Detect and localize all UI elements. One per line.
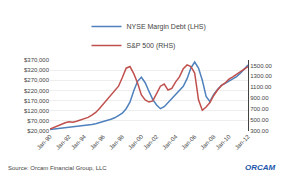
svg-text:$20,000: $20,000 xyxy=(27,128,49,134)
svg-text:$70,000: $70,000 xyxy=(27,118,49,124)
svg-text:500.00: 500.00 xyxy=(250,117,269,123)
svg-text:1100.00: 1100.00 xyxy=(250,84,272,90)
svg-text:Jan-92: Jan-92 xyxy=(55,133,73,151)
svg-text:Jan-96: Jan-96 xyxy=(89,133,107,151)
svg-text:1500.00: 1500.00 xyxy=(250,63,272,69)
svg-text:Jan-00: Jan-00 xyxy=(127,133,145,151)
svg-text:S&P 500 (RHS): S&P 500 (RHS) xyxy=(127,42,176,50)
svg-text:$320,000: $320,000 xyxy=(24,67,50,73)
svg-text:Jan-98: Jan-98 xyxy=(108,133,126,151)
svg-text:$270,000: $270,000 xyxy=(24,77,50,83)
svg-text:$120,000: $120,000 xyxy=(24,108,50,114)
svg-text:Jan-08: Jan-08 xyxy=(199,133,217,151)
svg-text:$170,000: $170,000 xyxy=(24,98,50,104)
svg-text:Jan-10: Jan-10 xyxy=(215,133,233,151)
svg-text:900.00: 900.00 xyxy=(250,95,269,101)
svg-text:1300.00: 1300.00 xyxy=(250,73,272,79)
svg-text:Jan-06: Jan-06 xyxy=(180,133,198,151)
svg-text:Jan-90: Jan-90 xyxy=(36,133,54,151)
svg-text:Jan-02: Jan-02 xyxy=(142,133,160,151)
svg-text:Jan-94: Jan-94 xyxy=(70,133,88,151)
svg-text:NYSE Margin Debt (LHS): NYSE Margin Debt (LHS) xyxy=(127,23,206,31)
svg-text:$370,000: $370,000 xyxy=(24,57,50,63)
svg-text:ORCAM: ORCAM xyxy=(245,163,276,172)
svg-text:Jan-04: Jan-04 xyxy=(161,133,179,151)
svg-text:Source: Orcam Financial Group,: Source: Orcam Financial Group, LLC xyxy=(8,165,107,171)
svg-text:Jan-12: Jan-12 xyxy=(234,133,252,151)
svg-text:700.00: 700.00 xyxy=(250,106,269,112)
svg-text:300.00: 300.00 xyxy=(250,128,269,134)
svg-text:$220,000: $220,000 xyxy=(24,88,50,94)
